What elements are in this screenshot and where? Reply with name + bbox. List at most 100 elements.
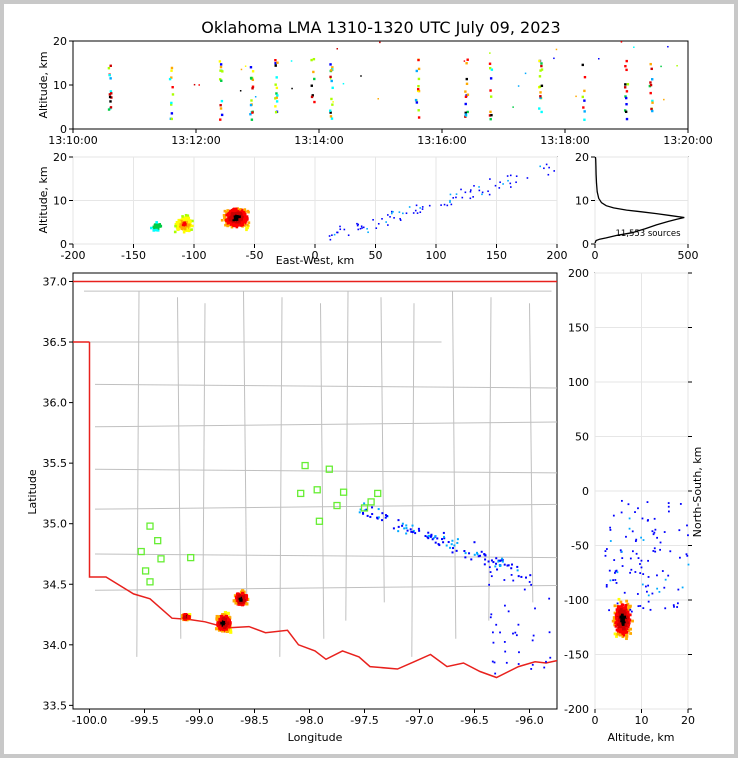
source-point — [624, 83, 627, 86]
source-point — [598, 57, 600, 60]
source-point — [188, 219, 192, 222]
source-point — [532, 634, 535, 637]
source-point — [276, 61, 279, 64]
source-point — [218, 617, 222, 622]
source-point — [538, 85, 542, 88]
source-point — [644, 585, 647, 588]
source-point — [246, 226, 249, 230]
source-point — [240, 68, 243, 71]
source-point — [168, 77, 172, 81]
source-point — [652, 550, 655, 552]
source-point — [182, 225, 186, 229]
source-point — [620, 41, 623, 43]
source-point — [449, 193, 452, 196]
lma-station-marker — [301, 461, 309, 470]
source-point — [663, 531, 666, 533]
source-point — [583, 118, 586, 121]
source-point — [428, 204, 431, 207]
source-point — [243, 208, 246, 212]
source-point — [291, 87, 293, 90]
source-point — [625, 103, 628, 106]
source-point — [543, 666, 546, 669]
source-point — [641, 583, 644, 586]
latitude-tick-label: 33.5 — [43, 699, 68, 712]
source-point — [170, 76, 173, 79]
source-point — [465, 77, 468, 81]
source-point — [219, 63, 223, 66]
time-height-panel: 13:10:00 13:12:00 13:14:00 13:16:00 13:18:00… — [37, 35, 713, 147]
source-point — [507, 564, 510, 567]
source-point — [621, 603, 625, 607]
source-point — [623, 86, 627, 89]
ew-height-sources — [150, 163, 556, 241]
plan-view-sources — [181, 502, 552, 675]
latitude-tick-label: 36.0 — [43, 397, 68, 410]
source-point — [366, 227, 368, 230]
source-point — [274, 62, 277, 65]
source-point — [249, 103, 253, 107]
source-point — [464, 95, 468, 98]
height-ns-panel: 0 10 20 -200 -150 -100 -50 0 50 100 150 200 North-S… — [564, 267, 704, 744]
source-point — [399, 219, 402, 221]
source-point — [450, 543, 453, 546]
source-point — [239, 219, 242, 223]
source-point — [377, 98, 379, 100]
source-point — [371, 513, 374, 516]
longitude-tick-label: -98.5 — [240, 714, 268, 727]
source-point — [177, 219, 181, 222]
source-point — [152, 225, 156, 229]
source-point — [183, 615, 187, 619]
source-point — [659, 541, 662, 544]
ew-tick-label: 0 — [312, 249, 319, 262]
height-ns-xlabel: Altitude, km — [607, 731, 674, 744]
time-height-ylabel: Altitude, km — [37, 51, 50, 118]
source-point — [228, 628, 233, 632]
source-point — [219, 65, 223, 69]
source-point — [226, 627, 231, 631]
source-point — [235, 225, 239, 229]
source-point — [678, 529, 681, 532]
source-point — [155, 228, 158, 232]
source-point — [432, 537, 435, 540]
source-point — [228, 212, 232, 215]
source-point — [515, 181, 517, 184]
source-point — [667, 45, 669, 48]
source-point — [379, 41, 381, 44]
source-point — [583, 110, 586, 113]
ew-tick-label: -200 — [61, 249, 86, 262]
source-point — [484, 554, 487, 557]
source-point — [312, 57, 316, 61]
source-point — [611, 619, 615, 623]
source-point — [669, 550, 672, 553]
source-point — [583, 99, 586, 102]
time-tick-label: 13:16:00 — [417, 134, 466, 147]
source-point — [376, 516, 379, 519]
source-point — [461, 196, 464, 199]
source-point — [451, 551, 454, 554]
source-point — [514, 631, 517, 634]
source-point — [109, 64, 112, 67]
source-point — [473, 541, 476, 544]
source-point — [240, 593, 244, 597]
source-point — [221, 623, 225, 627]
source-point — [469, 190, 472, 193]
source-point — [414, 98, 418, 102]
source-point — [539, 96, 542, 100]
source-point — [242, 220, 246, 223]
source-point — [624, 618, 628, 622]
source-point — [477, 555, 480, 558]
source-point — [174, 224, 177, 228]
latitude-tick-label: 34.0 — [43, 639, 68, 652]
source-point — [510, 186, 512, 188]
source-point — [221, 620, 226, 624]
source-point — [548, 597, 551, 600]
source-point — [405, 532, 408, 535]
source-point — [512, 106, 514, 108]
ns-tick-label: 0 — [582, 485, 589, 498]
lma-station-marker — [146, 578, 154, 586]
source-point — [246, 223, 249, 227]
source-point — [681, 586, 684, 589]
source-point — [109, 77, 112, 80]
ns-tick-label: 50 — [575, 431, 589, 444]
source-point — [365, 508, 368, 511]
